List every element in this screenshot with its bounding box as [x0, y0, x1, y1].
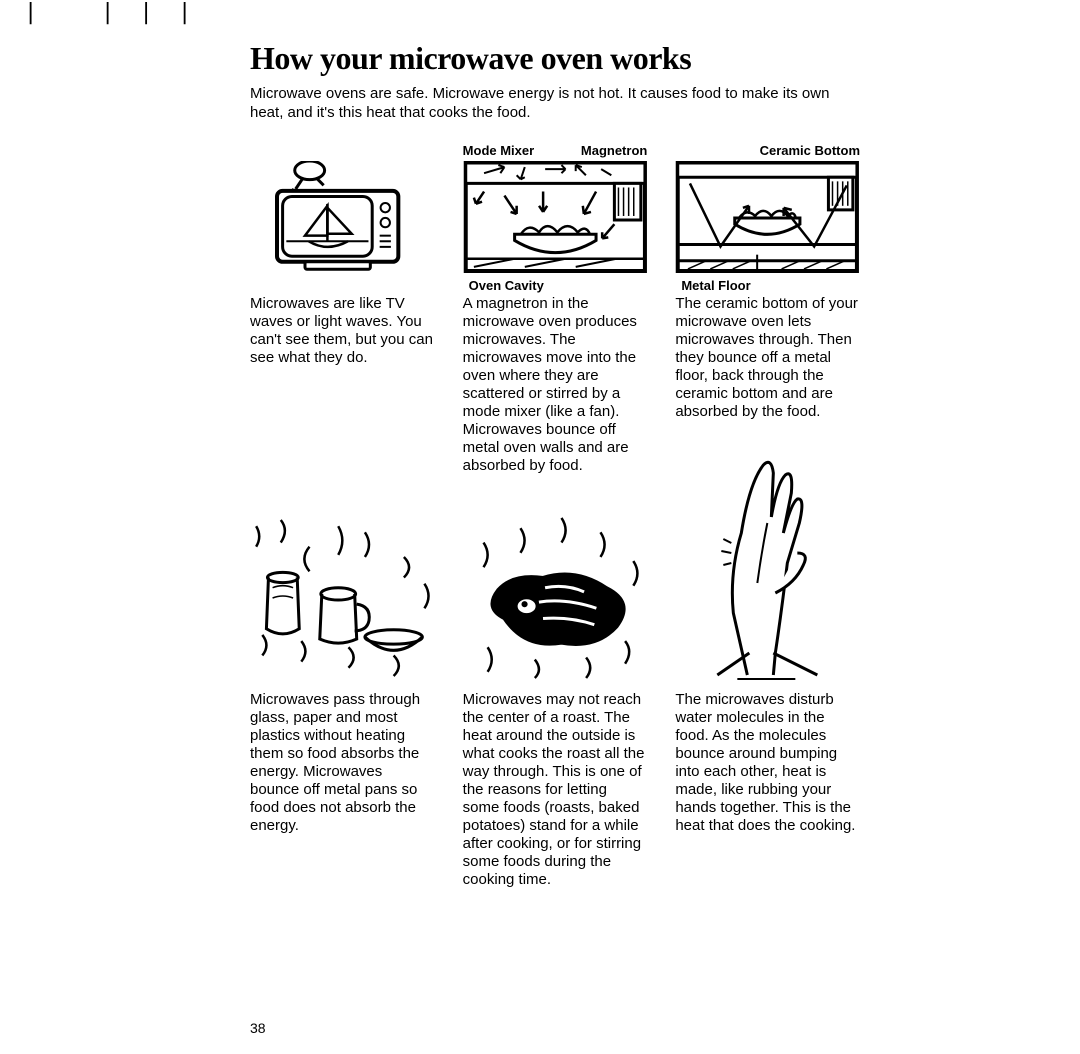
cell-magnetron: Mode Mixer Magnetron Oven Cavity: [463, 147, 648, 475]
page-number: 38: [250, 1020, 266, 1036]
figure-dishes: [250, 513, 435, 683]
figure-ceramic: [675, 161, 860, 273]
intro-paragraph: Microwave ovens are safe. Microwave ener…: [250, 85, 850, 123]
cell-hands: The microwaves disturb water molecules i…: [675, 513, 860, 889]
caption-hands: The microwaves disturb water molecules i…: [675, 691, 860, 835]
label-magnetron: Magnetron: [581, 143, 647, 158]
label-oven-cavity: Oven Cavity: [469, 278, 544, 293]
figure-row-2: Microwaves pass through glass, paper and…: [250, 513, 860, 889]
cell-dishes: Microwaves pass through glass, paper and…: [250, 513, 435, 889]
label-ceramic-bottom: Ceramic Bottom: [760, 143, 860, 158]
caption-tv: Microwaves are like TV waves or light wa…: [250, 295, 435, 367]
figure-tv: [250, 161, 435, 273]
caption-ceramic: The ceramic bottom of your microwave ove…: [675, 295, 860, 421]
label-mode-mixer: Mode Mixer: [463, 143, 535, 158]
cell-ceramic: Ceramic Bottom Metal Floor: [675, 147, 860, 475]
cell-roast: Microwaves may not reach the center of a…: [463, 513, 648, 889]
figure-hands: [675, 453, 860, 683]
page-content: How your microwave oven works Microwave …: [250, 40, 860, 927]
figure-row-1: Microwaves are like TV waves or light wa…: [250, 147, 860, 475]
caption-magnetron: A magnetron in the microwave oven produc…: [463, 295, 648, 475]
figure-roast: [463, 513, 648, 683]
page-title: How your microwave oven works: [250, 40, 860, 77]
cell-tv: Microwaves are like TV waves or light wa…: [250, 147, 435, 475]
caption-dishes: Microwaves pass through glass, paper and…: [250, 691, 435, 835]
label-metal-floor: Metal Floor: [681, 278, 750, 293]
figure-magnetron: [463, 161, 648, 273]
scan-artifact-ticks: | | | |: [24, 0, 197, 25]
caption-roast: Microwaves may not reach the center of a…: [463, 691, 648, 889]
